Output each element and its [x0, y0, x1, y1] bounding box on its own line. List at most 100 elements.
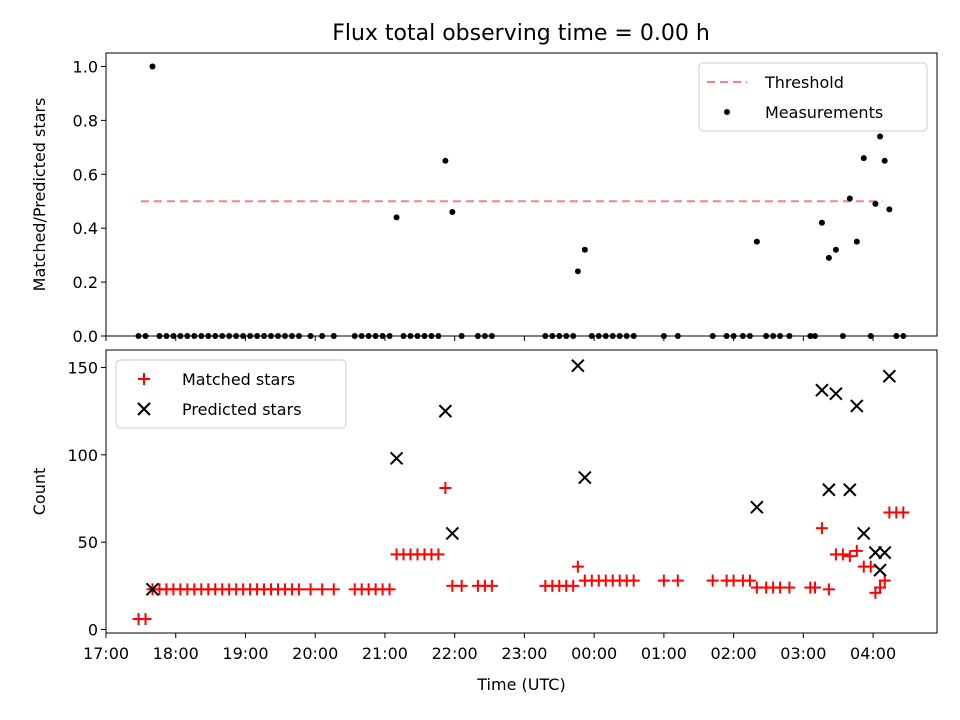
measurement-point: [867, 333, 874, 339]
measurement-point: [786, 333, 793, 339]
measurement-point: [407, 333, 414, 339]
measurement-point: [149, 63, 156, 70]
measurement-point: [630, 333, 637, 339]
measurement-point: [886, 206, 893, 213]
measurement-point: [807, 333, 814, 339]
legend-box: [115, 359, 347, 429]
measurement-point: [853, 238, 860, 245]
measurement-point: [488, 333, 495, 339]
predicted-star-point: [882, 369, 897, 383]
measurement-point: [777, 333, 784, 339]
measurement-point: [142, 333, 149, 339]
measurement-point: [893, 333, 900, 339]
matched-star-point: [822, 583, 835, 596]
matched-star-point: [706, 574, 719, 587]
measurement-point: [877, 133, 884, 140]
bottom-y-tick-label: 0: [88, 621, 98, 640]
measurement-point: [240, 333, 247, 339]
measurement-point: [281, 333, 288, 339]
measurement-point: [811, 333, 818, 339]
measurement-point: [330, 333, 337, 339]
chart-title: Flux total observing time = 0.00 h: [332, 21, 710, 46]
measurement-point: [563, 333, 570, 339]
matched-star-point: [292, 583, 305, 596]
top-axes-frame: [105, 52, 938, 337]
measurement-point: [226, 333, 233, 339]
measurement-point: [602, 333, 609, 339]
matched-star-point: [485, 579, 498, 592]
measurement-point: [872, 200, 879, 207]
measurement-point: [428, 333, 435, 339]
legend-label: Predicted stars: [182, 400, 302, 419]
x-tick-label: 02:00: [711, 644, 757, 663]
measurement-point: [254, 333, 261, 339]
measurement-point: [358, 333, 365, 339]
bottom-legend: Matched stars Predicted stars: [115, 359, 347, 429]
measurement-point: [400, 333, 407, 339]
predicted-star-point: [571, 359, 585, 373]
measurement-point: [739, 333, 746, 339]
legend-label: Threshold: [764, 73, 844, 92]
bottom-axes-frame: [105, 349, 938, 634]
predicted-star-point: [145, 582, 160, 597]
x-tick-label: 04:00: [850, 644, 896, 663]
predicted-star-point: [873, 563, 887, 577]
measurement-point: [730, 333, 737, 339]
measurement-point: [860, 155, 867, 162]
x-tick-label: 20:00: [292, 644, 338, 663]
cross-b: [857, 526, 871, 541]
measurement-point: [421, 333, 428, 339]
measurement-point: [581, 246, 588, 253]
measurement-point: [556, 333, 563, 339]
measurement-point: [163, 333, 170, 339]
measurement-point: [275, 333, 282, 339]
matched-star-point: [571, 560, 584, 573]
measurement-point: [247, 333, 254, 339]
bottom-plot-area: [132, 359, 910, 626]
x-tick-label: 19:00: [222, 644, 268, 663]
cross-b: [873, 563, 887, 577]
legend-item: Matched stars: [138, 370, 295, 389]
measurement-point: [205, 333, 212, 339]
bottom-y-axis-label: Count: [30, 468, 49, 516]
legend-cross-b: [137, 402, 151, 416]
measurement-point: [212, 333, 219, 339]
matched-star-point: [808, 581, 821, 594]
measurement-point: [542, 333, 549, 339]
measurement-point: [846, 195, 853, 202]
matched-star-point: [383, 583, 396, 596]
measurement-point: [674, 333, 681, 339]
measurement-point: [709, 333, 716, 339]
predicted-star-point: [877, 545, 892, 560]
measurement-point: [307, 333, 314, 339]
measurement-point: [746, 333, 753, 339]
cross-b: [829, 386, 843, 401]
matched-star-point: [327, 583, 340, 596]
predicted-star-point: [578, 470, 592, 485]
legend-box: [698, 62, 928, 132]
predicted-star-point: [857, 526, 871, 541]
matched-star-point: [671, 574, 684, 587]
measurement-point: [595, 333, 602, 339]
measurement-point: [170, 333, 177, 339]
measurement-point: [549, 333, 556, 339]
measurement-point: [574, 268, 581, 275]
cross-b: [445, 526, 460, 541]
cross-b: [882, 369, 897, 383]
measurement-point: [365, 333, 372, 339]
legend-item: Threshold: [707, 73, 844, 92]
legend-item: Measurements: [724, 103, 883, 122]
predicted-star-point: [850, 399, 864, 413]
matched-star-point: [432, 548, 445, 561]
x-tick-label: 22:00: [432, 644, 478, 663]
measurement-point: [156, 333, 163, 339]
top-y-tick-label: 0.0: [73, 327, 98, 346]
cross-b: [578, 470, 592, 485]
cross-b: [843, 483, 857, 497]
legend-item: Predicted stars: [137, 400, 302, 419]
legend-label: Matched stars: [182, 370, 295, 389]
measurement-point: [268, 333, 275, 339]
matched-star-point: [843, 550, 856, 563]
measurement-point: [474, 333, 481, 339]
